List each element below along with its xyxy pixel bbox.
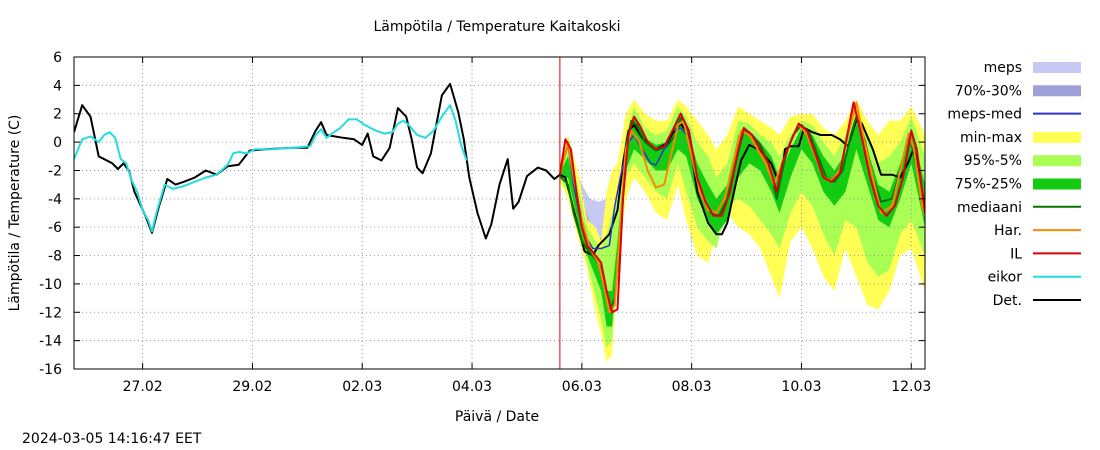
x-tick-label: 06.03	[562, 379, 602, 395]
y-tick-label: 4	[53, 78, 62, 94]
legend-label: 75%-25%	[955, 177, 1022, 193]
x-axis-label: Päivä / Date	[455, 409, 539, 425]
legend-label: min-max	[960, 130, 1022, 146]
legend-swatch	[1033, 178, 1081, 190]
legend-label: mediaani	[957, 200, 1022, 216]
legend-swatch	[1033, 131, 1081, 143]
legend-label: meps-med	[947, 107, 1022, 123]
y-tick-label: -4	[48, 192, 62, 208]
plot-frame	[73, 56, 926, 370]
legend-label: Det.	[993, 293, 1022, 309]
x-tick-label: 08.03	[672, 379, 712, 395]
legend-swatch	[1033, 85, 1081, 97]
x-tick-label: 29.02	[232, 379, 272, 395]
series-il	[558, 101, 925, 314]
lines-group	[74, 82, 925, 314]
legend-label: eikor	[988, 270, 1023, 286]
x-tick-label: 02.03	[342, 379, 382, 395]
x-tick-label: 12.03	[891, 379, 931, 395]
x-tick-label: 27.02	[123, 379, 163, 395]
legend-label: meps	[984, 60, 1022, 76]
y-tick-label: -14	[39, 334, 62, 350]
series-har-	[558, 101, 925, 314]
legend-label: Har.	[994, 223, 1022, 239]
band-95-5-	[559, 106, 925, 348]
legend-label: 95%-5%	[964, 153, 1022, 169]
y-tick-label: -8	[48, 249, 62, 265]
legend: meps 70%-30% meps-med min-max 95%-5% 75%-25% m…	[947, 60, 1081, 309]
plot-area: 6 4 2 0 -2 -4 -6 -8 -10 -12 -14 -16 27.02 29.02 02.03 0…	[39, 50, 931, 395]
legend-label: IL	[1010, 246, 1022, 262]
x-tick-label: 04.03	[452, 379, 492, 395]
chart-title: Lämpötila / Temperature Kaitakoski	[373, 19, 620, 35]
series-eikor	[74, 104, 468, 233]
y-tick-label: 2	[53, 107, 62, 123]
legend-label: 70%-30%	[955, 83, 1022, 99]
y-tick-label: 6	[53, 50, 62, 66]
legend-swatch	[1033, 62, 1081, 73]
series-det-	[74, 82, 925, 257]
legend-swatch	[1033, 155, 1081, 167]
timestamp: 2024-03-05 14:16:47 EET	[22, 431, 202, 447]
x-tick-label: 10.03	[781, 379, 821, 395]
y-tick-label: 0	[53, 135, 62, 151]
y-tick-label: -2	[48, 163, 62, 179]
y-tick-label: -6	[48, 220, 62, 236]
y-axis-label: Lämpötila / Temperature (C)	[7, 115, 23, 312]
y-tick-label: -12	[39, 305, 62, 321]
y-tick-label: -10	[39, 277, 62, 293]
y-tick-label: -16	[39, 362, 62, 378]
grid-group	[74, 57, 925, 369]
